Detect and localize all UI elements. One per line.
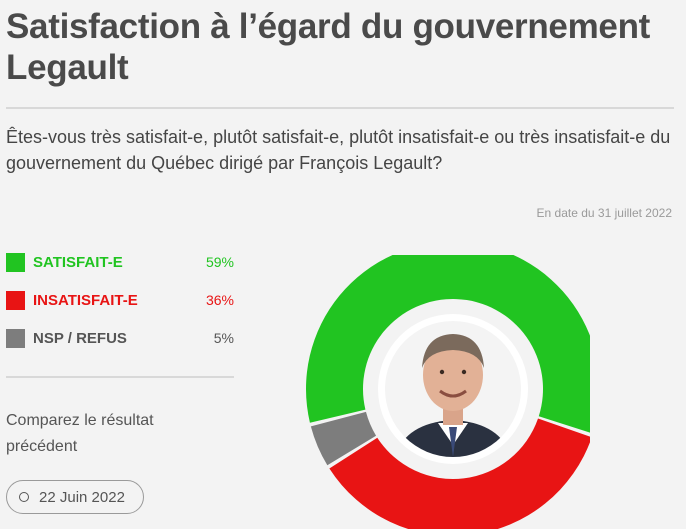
legend-divider — [6, 376, 234, 378]
page-title: Satisfaction à l’égard du gouvernement L… — [6, 7, 651, 87]
title-divider — [6, 107, 674, 109]
slice-satisfait — [306, 255, 590, 433]
legend-swatch — [6, 290, 25, 310]
legend-value: 36% — [205, 292, 234, 308]
legend-label: NSP / REFUS — [33, 329, 127, 347]
legend-value: 5% — [213, 330, 234, 346]
legend-item-insatisfait: INSATISFAIT-E 36% — [6, 281, 234, 319]
donut-chart — [306, 255, 590, 529]
legend-value: 59% — [205, 254, 234, 270]
legend-item-satisfait: SATISFAIT-E 59% — [6, 243, 234, 281]
slice-insatisfait — [329, 418, 590, 529]
survey-question: Êtes-vous très satisfait-e, plutôt satis… — [6, 127, 671, 173]
legend-label: INSATISFAIT-E — [33, 291, 138, 309]
portrait-photo — [378, 314, 528, 464]
slice-nsp-refus — [310, 411, 377, 466]
previous-date-button[interactable]: 22 Juin 2022 — [6, 480, 144, 514]
compare-label: Comparez le résultat précédent — [6, 412, 154, 455]
date-note: En date du 31 juillet 2022 — [536, 206, 672, 220]
radio-icon — [19, 492, 29, 502]
legend-label: SATISFAIT-E — [33, 253, 123, 271]
chart-legend: SATISFAIT-E 59% INSATISFAIT-E 36% NSP / … — [6, 243, 234, 357]
legend-swatch — [6, 328, 25, 348]
legend-swatch — [6, 252, 25, 272]
previous-date-label: 22 Juin 2022 — [39, 488, 125, 506]
legend-item-nsp-refus: NSP / REFUS 5% — [6, 319, 234, 357]
